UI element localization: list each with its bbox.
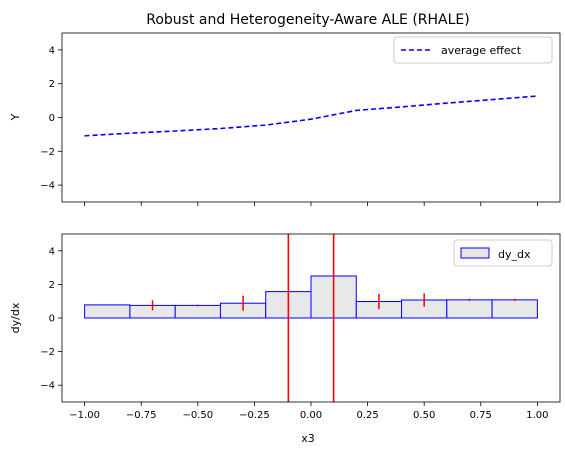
- average-effect-line: [84, 95, 538, 137]
- y-tick-label: 4: [49, 246, 55, 257]
- y-tick-label: 2: [49, 79, 55, 90]
- dy-dx-bar: [174, 304, 221, 319]
- dy-dx-bar: [84, 304, 131, 319]
- legend-top: average effect: [393, 36, 553, 64]
- x-tick-label: −0.50: [182, 410, 213, 421]
- x-tick-label: 0.75: [470, 410, 492, 421]
- x-tick-label: −0.25: [239, 410, 270, 421]
- dy-dx-bar: [491, 299, 538, 319]
- legend-label-average-effect: average effect: [441, 44, 522, 57]
- average-effect-panel: Robust and Heterogeneity-Aware ALE (RHAL…: [9, 12, 561, 206]
- dy-dx-bar: [446, 299, 493, 319]
- x-tick-label: −0.75: [126, 410, 157, 421]
- y-tick-label: 0: [49, 113, 55, 124]
- y-tick-label: −4: [40, 181, 55, 192]
- x-tick-label: 1.00: [526, 410, 548, 421]
- chart-title: Robust and Heterogeneity-Aware ALE (RHAL…: [146, 12, 469, 28]
- y-tick-label: −4: [40, 381, 55, 392]
- x-axis-label: x3: [301, 432, 315, 445]
- y-tick-label: 0: [49, 314, 55, 325]
- y-tick-label: 4: [49, 45, 55, 56]
- legend-frame: [393, 36, 553, 64]
- x-tick-label: 0.25: [356, 410, 378, 421]
- legend-swatch-bar: [460, 247, 490, 259]
- y-tick-label: 2: [49, 280, 55, 291]
- legend-label-dy-dx: dy_dx: [498, 248, 531, 261]
- y-axis-label-bottom: dy/dx: [9, 302, 22, 333]
- legend-bottom: dy_dx: [453, 239, 553, 267]
- legend-frame: [453, 239, 553, 267]
- x-tick-label: 0.50: [413, 410, 435, 421]
- y-axis-label-top: Y: [9, 113, 22, 121]
- y-tick-label: −2: [40, 347, 55, 358]
- x-tick-label: −1.00: [69, 410, 100, 421]
- derivative-panel: dy/dx x3 −4 −2 0 2 4 −1.00 −0.75 −0.50 −0.25 0.00…: [9, 233, 561, 445]
- y-tick-label: −2: [40, 147, 55, 158]
- x-tick-label: 0.00: [300, 410, 322, 421]
